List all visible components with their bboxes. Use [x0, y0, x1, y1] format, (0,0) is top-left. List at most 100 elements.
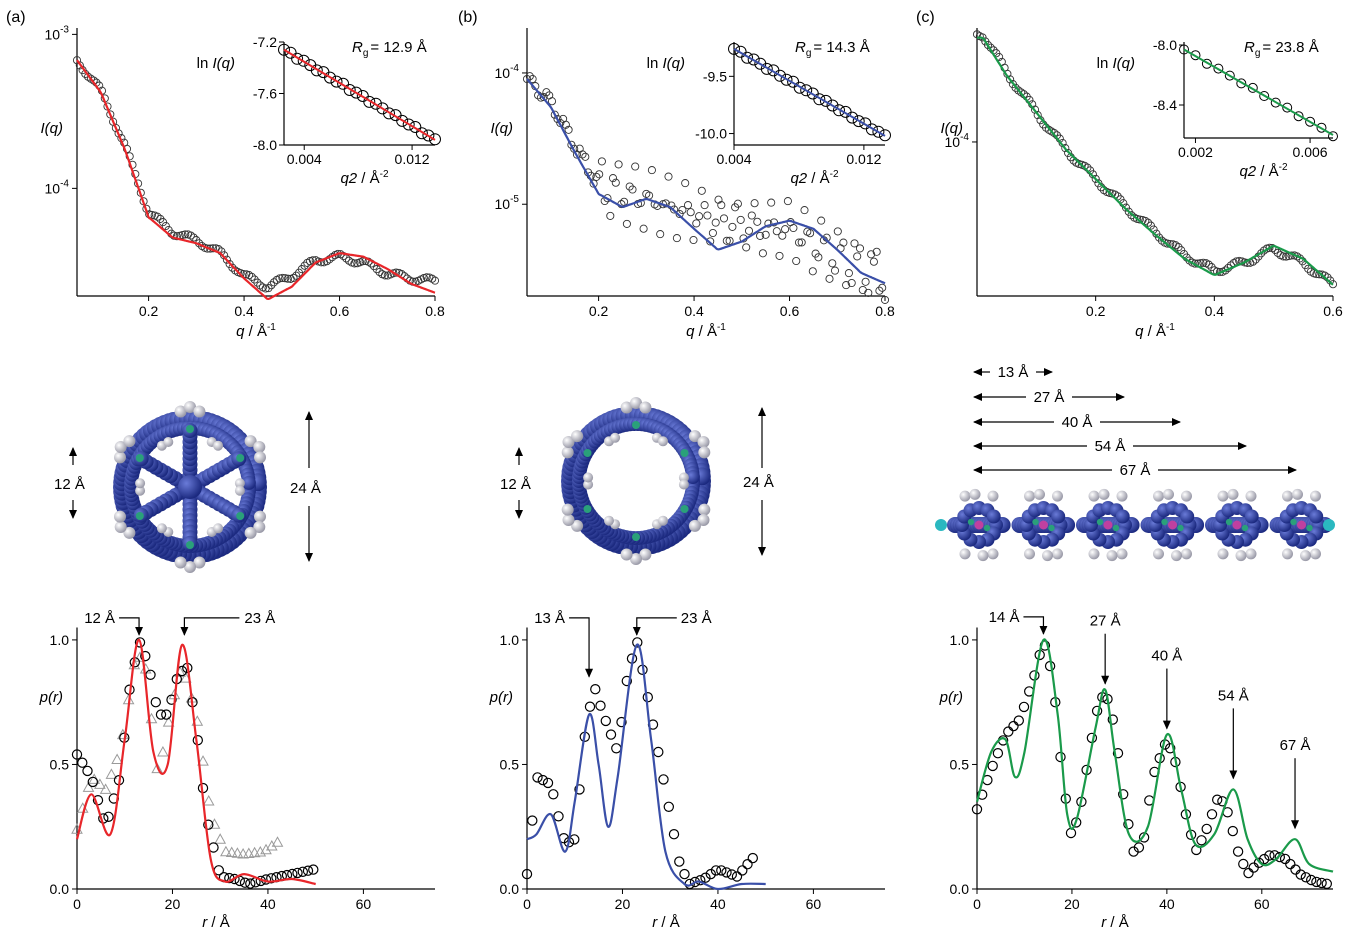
pr-point — [584, 701, 596, 712]
data-point — [611, 178, 620, 187]
data-point — [681, 179, 690, 188]
y-tick-label: -8.4 — [1153, 97, 1177, 113]
data-point — [625, 182, 634, 191]
data-point — [228, 263, 237, 272]
x-axis-label: q / Å-1 — [686, 322, 726, 340]
x-tick-label: 0.002 — [1178, 144, 1213, 160]
pr-point — [616, 716, 627, 728]
guinier-point — [734, 45, 747, 58]
data-point — [1199, 258, 1208, 267]
data-point — [839, 238, 848, 247]
x-tick-label: 0.004 — [716, 151, 751, 167]
data-point — [833, 227, 842, 236]
inset-y-label: ln I(q) — [1097, 55, 1135, 72]
data-point — [181, 230, 190, 239]
data-point — [72, 56, 82, 65]
guinier-point — [363, 95, 376, 108]
data-point — [664, 172, 673, 181]
guinier-point — [1316, 122, 1327, 133]
y-tick-label: -9.5 — [703, 68, 727, 84]
triangle-point — [208, 818, 221, 829]
panel-label-c: (c) — [916, 9, 935, 26]
peak-arrow: 12 Å — [84, 610, 144, 636]
guinier-point — [422, 129, 435, 142]
x-tick-label: 60 — [1254, 896, 1270, 912]
data-point — [622, 219, 631, 228]
pr-point — [992, 748, 1004, 759]
triangle-point — [271, 836, 284, 847]
pr-point — [574, 784, 585, 795]
x-tick-label: 0.6 — [780, 303, 800, 319]
data-point — [339, 251, 348, 261]
data-point — [683, 201, 693, 210]
x-tick-label: 60 — [806, 896, 822, 912]
data-point — [656, 230, 665, 239]
data-point — [275, 274, 284, 283]
data-point — [742, 243, 751, 252]
data-point — [1279, 252, 1288, 261]
data-point — [670, 205, 679, 214]
pr-point — [1321, 878, 1333, 890]
peak-label: 23 Å — [244, 610, 275, 627]
pr-point — [1300, 872, 1312, 883]
triangle-point — [265, 839, 278, 851]
data-point — [825, 274, 834, 283]
guinier-point — [343, 84, 356, 96]
y-tick-label: 10-4 — [45, 178, 70, 196]
data-point — [983, 40, 993, 50]
pr-plot-a: 0 20 40 60 0.0 0.5 1.0 r / Å p(r) 12 Å 23 Å — [39, 610, 435, 931]
pr-point — [1258, 853, 1270, 865]
guinier-point — [396, 114, 409, 127]
pr-point — [161, 709, 172, 720]
pr-plot-b: 0 20 40 60 0.0 0.5 1.0 r / Å p(r) 13 Å 23 Å — [489, 610, 885, 931]
y-tick-label: 0.5 — [50, 756, 70, 772]
data-point — [728, 222, 737, 231]
guinier-point — [409, 121, 422, 133]
pr-point — [1201, 823, 1212, 835]
guinier-inset-b: 0.004 0.012 -10.0 -9.5 q2 / Å-2 ln I(q) — [647, 42, 891, 187]
x-tick-label: 20 — [1064, 896, 1080, 912]
pr-point — [1003, 726, 1014, 737]
data-point — [186, 231, 195, 240]
data-point — [172, 232, 181, 241]
y-tick-label: 0.5 — [950, 756, 970, 772]
data-point — [603, 194, 612, 203]
iq-plot-c: 0.2 0.4 0.610-4q / Å-1I(q) — [941, 28, 1343, 340]
data-point — [864, 288, 873, 297]
triangle-point — [82, 781, 95, 792]
data-point — [1265, 243, 1274, 252]
guinier-point — [760, 62, 773, 75]
guinier-point — [1247, 82, 1258, 93]
pr-point — [595, 700, 606, 711]
data-point — [281, 274, 290, 283]
pr-point — [239, 877, 251, 888]
inset-x-label: q2 / Å-2 — [1239, 162, 1288, 180]
data-point — [869, 257, 878, 266]
guinier-point — [826, 99, 839, 112]
data-point — [719, 214, 729, 223]
triangle-point — [105, 768, 118, 779]
data-point — [1011, 83, 1020, 92]
guinier-point — [1179, 44, 1189, 55]
triangle-point — [225, 846, 238, 857]
fit-curve — [977, 36, 1334, 286]
data-point — [253, 278, 262, 287]
data-point — [880, 295, 890, 304]
length-label: 13 Å — [998, 364, 1029, 381]
data-point — [1014, 86, 1023, 95]
svg-text:12 Å: 12 Å — [500, 476, 531, 493]
peak-arrow: 54 Å — [1218, 687, 1249, 780]
pr-point — [292, 867, 303, 879]
peak-label: 23 Å — [681, 610, 712, 627]
length-label: 54 Å — [1095, 438, 1126, 455]
guinier-point — [865, 123, 878, 136]
data-point — [1064, 148, 1073, 158]
triangle-point — [197, 755, 209, 766]
svg-text:24 Å: 24 Å — [743, 474, 774, 491]
y-tick-label: 0.0 — [50, 881, 70, 897]
data-point — [853, 252, 862, 261]
guinier-point — [728, 42, 740, 55]
peak-arrow: 23 Å — [180, 610, 275, 636]
y-tick-label: 10-4 — [495, 63, 520, 81]
pr-point — [140, 650, 151, 662]
